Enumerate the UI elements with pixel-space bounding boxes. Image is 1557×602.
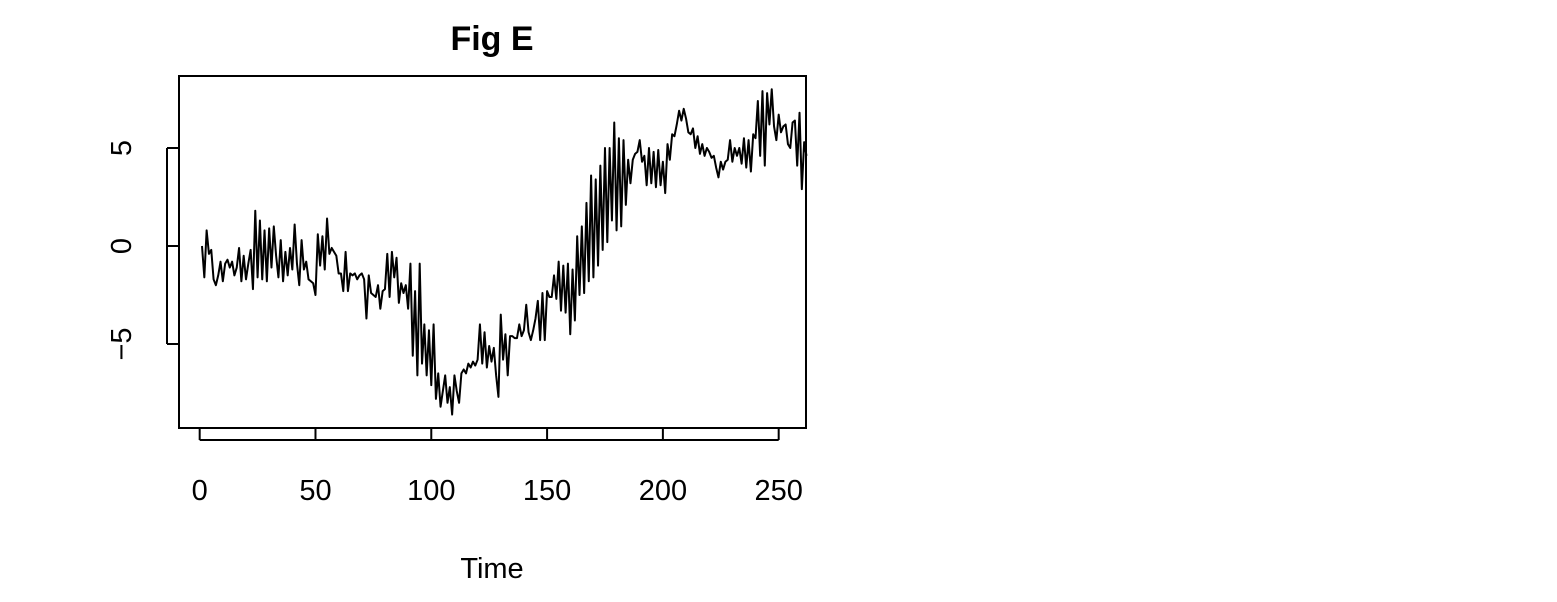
chart-title: Fig E — [450, 20, 533, 58]
x-tick-label: 0 — [192, 475, 208, 507]
x-tick-label: 250 — [754, 475, 802, 507]
series-layer — [201, 88, 808, 416]
y-tick-label: −5 — [106, 327, 138, 360]
y-axis: −5 0 5 — [106, 140, 179, 361]
x-tick-label: 150 — [523, 475, 571, 507]
series-line-0 — [201, 88, 808, 416]
x-tick-label: 200 — [639, 475, 687, 507]
x-axis-label: Time — [460, 553, 523, 585]
y-tick-label: 0 — [106, 238, 138, 254]
x-axis: 0 50 100 150 200 250 — [192, 428, 803, 507]
plot-frame — [178, 75, 807, 429]
x-tick-label: 50 — [299, 475, 331, 507]
y-tick-label: 5 — [106, 140, 138, 156]
x-tick-label: 100 — [407, 475, 455, 507]
